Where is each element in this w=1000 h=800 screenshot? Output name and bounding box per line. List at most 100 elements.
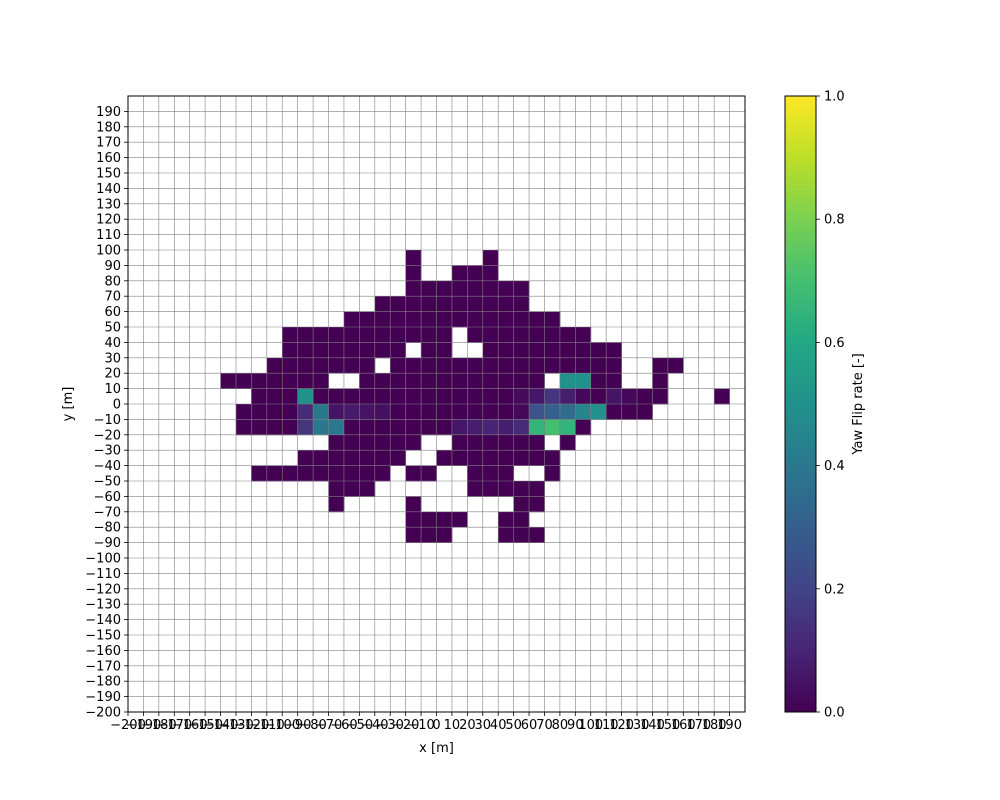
heatmap-cell xyxy=(513,388,530,405)
heatmap-cell xyxy=(467,280,484,297)
heatmap-cell xyxy=(343,419,360,436)
y-tick-label: 30 xyxy=(104,351,121,366)
y-tick-label: −70 xyxy=(94,505,121,520)
y-tick-label: 120 xyxy=(96,213,121,228)
x-tick-label: 130 xyxy=(625,718,650,733)
heatmap-cell xyxy=(436,404,453,420)
heatmap-cell xyxy=(405,265,422,282)
y-tick-label: −150 xyxy=(85,629,121,644)
y-tick-label: −170 xyxy=(85,659,121,674)
heatmap-cell xyxy=(513,327,530,343)
heatmap-cell xyxy=(498,527,515,543)
heatmap-cell xyxy=(282,357,299,374)
heatmap-cell xyxy=(405,388,422,405)
x-tick-label: −160 xyxy=(172,718,208,733)
x-tick-label: −40 xyxy=(361,718,388,733)
grid-lines xyxy=(127,95,746,713)
heatmap-cell xyxy=(498,434,515,451)
heatmap-cell xyxy=(282,342,299,359)
heatmap-cell xyxy=(405,311,422,328)
x-tick-label: 30 xyxy=(475,718,492,733)
heatmap-cell xyxy=(359,465,376,482)
x-axis-label: x [m] xyxy=(419,741,454,756)
heatmap-cell xyxy=(266,357,283,374)
heatmap-cell xyxy=(436,342,453,359)
y-tick-label: 180 xyxy=(96,120,121,135)
heatmap-cell xyxy=(559,404,576,420)
heatmap-cell xyxy=(251,465,268,482)
y-tick-label: −130 xyxy=(85,598,121,613)
heatmap-cell xyxy=(421,465,437,482)
heatmap-cell xyxy=(374,311,391,328)
heatmap-cell xyxy=(529,496,545,513)
heatmap-cell xyxy=(390,327,407,343)
heatmap-cell xyxy=(328,434,345,451)
heatmap-cell xyxy=(637,388,653,405)
heatmap-cell xyxy=(328,342,345,359)
y-tick-label: −30 xyxy=(94,444,121,459)
y-tick-label: −10 xyxy=(94,413,121,428)
heatmap-cell xyxy=(467,388,484,405)
heatmap-cell xyxy=(559,357,576,374)
heatmap-cell xyxy=(421,357,437,374)
y-tick-label: −100 xyxy=(85,552,121,567)
heatmap-cell xyxy=(590,357,607,374)
y-tick-label: 160 xyxy=(96,151,121,166)
heatmap-cell xyxy=(405,419,422,436)
heatmap-cell xyxy=(467,450,484,466)
heatmap-cell xyxy=(421,527,437,543)
heatmap-cell xyxy=(405,527,422,543)
heatmap-cell xyxy=(606,404,622,420)
y-tick-label: −200 xyxy=(85,706,121,721)
heatmap-cell xyxy=(498,388,515,405)
heatmap-cell xyxy=(374,465,391,482)
heatmap-cell xyxy=(498,481,515,497)
heatmap-cell xyxy=(359,342,376,359)
heatmap-cell xyxy=(498,450,515,466)
heatmap-cell xyxy=(343,342,360,359)
heatmap-cell xyxy=(529,419,545,436)
heatmap-cell xyxy=(498,404,515,420)
heatmap-cell xyxy=(451,311,468,328)
x-tick-label: −60 xyxy=(330,718,357,733)
heatmap-cell xyxy=(529,327,545,343)
x-tick-label: 110 xyxy=(594,718,619,733)
heatmap-cell xyxy=(390,311,407,328)
heatmap-cell xyxy=(313,342,329,359)
heatmap-cell xyxy=(498,357,515,374)
heatmap-cell xyxy=(343,434,360,451)
x-tick-label: −180 xyxy=(141,718,177,733)
x-tick-label: 70 xyxy=(536,718,553,733)
heatmap-cell xyxy=(328,496,345,513)
x-tick-label: −30 xyxy=(377,718,404,733)
y-tick-label: −50 xyxy=(94,475,121,490)
y-tick-label: 90 xyxy=(104,259,121,274)
heatmap-cell xyxy=(606,357,622,374)
heatmap-cell xyxy=(405,373,422,389)
heatmap-cell xyxy=(606,388,622,405)
heatmap-cell xyxy=(328,404,345,420)
heatmap-cell xyxy=(575,388,592,405)
x-tick-label: −190 xyxy=(126,718,162,733)
heatmap-cell xyxy=(482,404,499,420)
heatmap-cell xyxy=(590,404,607,420)
heatmap-cell xyxy=(513,481,530,497)
heatmap-cell xyxy=(529,357,545,374)
heatmap-cell xyxy=(575,419,592,436)
colorbar-tick-label: 0.6 xyxy=(824,336,845,351)
heatmap-cell xyxy=(421,373,437,389)
heatmap-cell xyxy=(482,481,499,497)
heatmap-cell xyxy=(513,311,530,328)
heatmap-cell xyxy=(513,511,530,528)
heatmap-cell xyxy=(467,311,484,328)
heatmap-cell xyxy=(482,465,499,482)
heatmap-cell xyxy=(297,465,314,482)
heatmap-cell xyxy=(451,296,468,312)
heatmap-cell xyxy=(251,373,268,389)
heatmap-cell xyxy=(436,450,453,466)
heatmap-cell xyxy=(390,450,407,466)
heatmap-cell xyxy=(467,404,484,420)
heatmap-cell xyxy=(359,481,376,497)
heatmap-cell xyxy=(436,357,453,374)
heatmap-cell xyxy=(359,404,376,420)
